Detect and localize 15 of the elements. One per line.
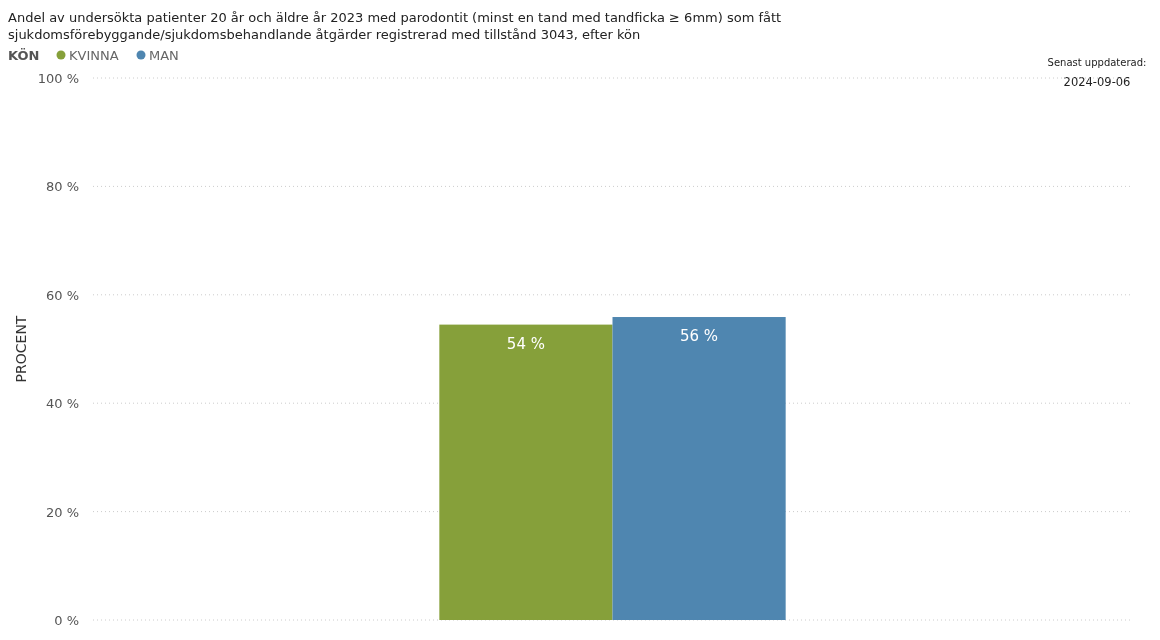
y-tick-label: 20 % <box>45 504 79 520</box>
text: Senast uppdaterad: <box>1047 57 1147 68</box>
legend-label: MAN <box>149 48 179 63</box>
data-label: 56 % <box>680 327 719 346</box>
y-tick-label: 80 % <box>45 179 79 195</box>
y-axis-title: PROCENT <box>13 315 29 383</box>
legend-label: KVINNA <box>69 48 119 63</box>
y-tick-label: 100 % <box>37 71 79 86</box>
annotation: 2024-09-06 <box>1063 75 1131 89</box>
y-tick-label: 0 % <box>54 613 79 628</box>
data-label: 54 % <box>506 334 545 353</box>
y-tick-label: 40 % <box>45 396 79 412</box>
chart-title: Andel av undersökta patienter 20 år och äldre år 2023 med parodontit (minst en tand med tandficka ≥ 6mm) som fått sjukdomsförebyggande/sjukdomsbehandlande åtgärder registrerad med tillstånd 3043, efter kön <box>8 10 782 42</box>
y-tick-label: 60 % <box>45 287 79 303</box>
legend-title: KÖN <box>8 48 40 63</box>
